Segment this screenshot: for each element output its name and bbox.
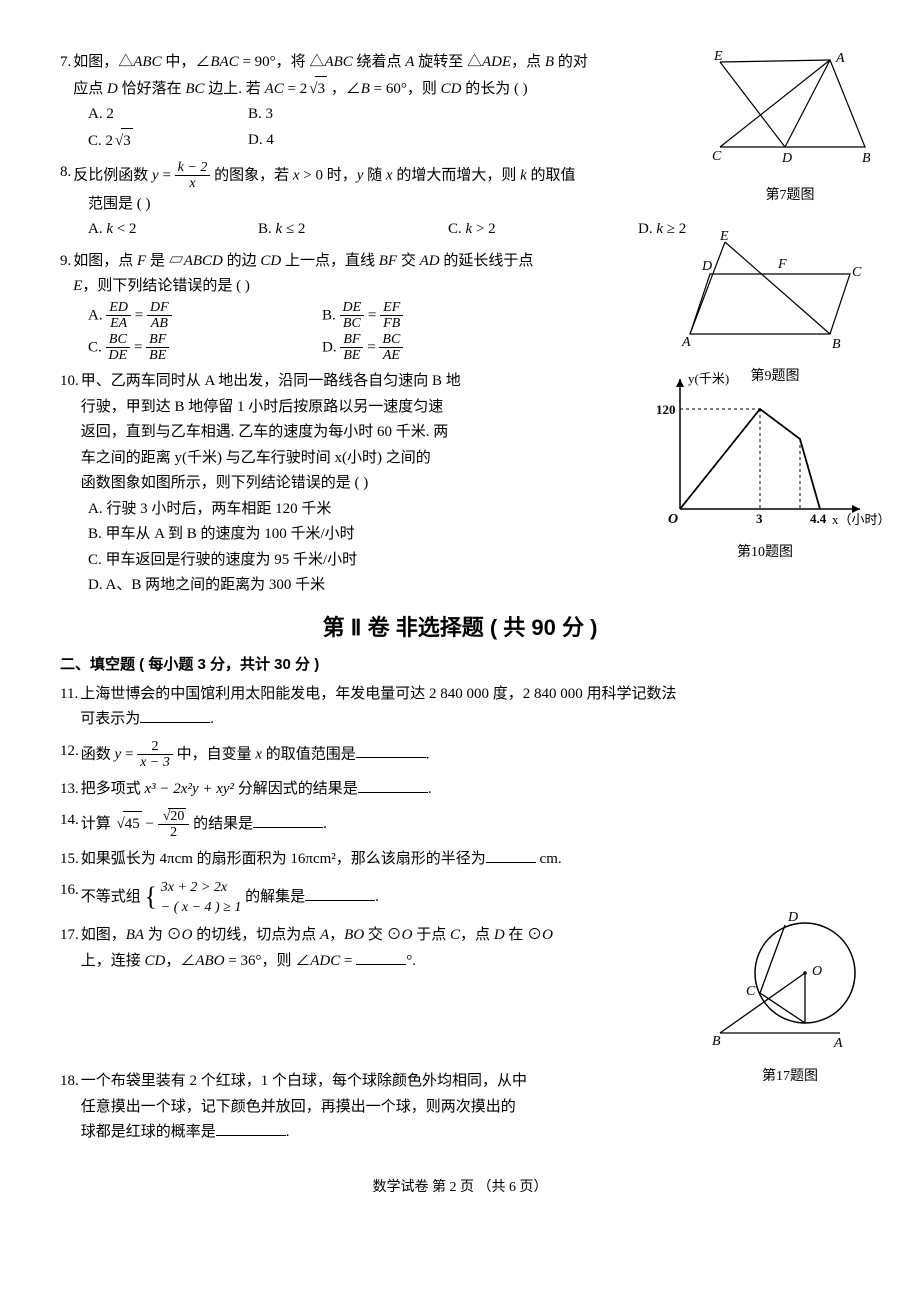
svg-text:C: C [746, 984, 756, 999]
q17-figure: D O C B A 第17题图 [710, 913, 870, 1088]
svg-text:3: 3 [756, 511, 763, 526]
q8-stem: 反比例函数 y = k − 2x 的图象，若 x > 0 时，y 随 x 的增大… [73, 160, 593, 192]
q10-stem: 甲、乙两车同时从 A 地出发，沿同一路线各自匀速向 B 地 行驶，甲到达 B 地… [81, 369, 521, 497]
q17-blank[interactable] [356, 949, 406, 965]
question-17: D O C B A 第17题图 17. 如图，BA 为 ⊙O 的切线，切点为点 … [60, 923, 860, 1063]
q8-opt-c: C. k > 2 [448, 217, 598, 243]
svg-text:y(千米): y(千米) [688, 371, 729, 386]
question-11: 11. 上海世博会的中国馆利用太阳能发电，年发电量可达 2 840 000 度，… [60, 682, 860, 733]
q14-blank[interactable] [253, 812, 323, 828]
q9-stem: 如图，点 F 是 ▱ABCD 的边 CD 上一点，直线 BF 交 AD 的延长线… [73, 249, 563, 300]
q7-opt-c: C. 23 [88, 128, 208, 155]
q10-figure-label: 第10题图 [650, 541, 880, 565]
svg-text:D: D [787, 910, 798, 925]
q8-opt-b: B. k ≤ 2 [258, 217, 408, 243]
q9-opt-c: C. BCDE = BFBE [88, 332, 322, 364]
q12-blank[interactable] [356, 742, 426, 758]
q7-opt-a: A. 2 [88, 102, 208, 128]
svg-text:B: B [832, 337, 841, 352]
q7-opt-b: B. 3 [248, 102, 368, 128]
q16-blank[interactable] [305, 885, 375, 901]
svg-text:F: F [777, 257, 787, 272]
svg-text:O: O [668, 512, 678, 527]
svg-text:A: A [681, 335, 691, 350]
svg-text:B: B [862, 151, 871, 166]
q11-blank[interactable] [140, 707, 210, 723]
question-14: 14. 计算 45 − 202 的结果是. [60, 808, 860, 841]
page-footer: 数学试卷 第 2 页 （共 6 页） [60, 1176, 860, 1200]
q10-figure: y(千米) 120 O 3 4.4 x（小时） 第10题图 [650, 369, 880, 564]
svg-text:A: A [833, 1036, 843, 1051]
question-16: 16. 不等式组 { 3x + 2 > 2x − ( x − 4 ) ≥ 1 的… [60, 878, 860, 917]
q10-opt-d: D. A、B 两地之间的距离为 300 千米 [60, 573, 860, 599]
svg-text:4.4: 4.4 [810, 511, 827, 526]
q9-opt-a: A. EDEA = DFAB [88, 300, 322, 332]
question-12: 12. 函数 y = 2x − 3 中，自变量 x 的取值范围是. [60, 739, 860, 771]
q18-blank[interactable] [216, 1120, 286, 1136]
fill-blank-heading: 二、填空题 ( 每小题 3 分，共计 30 分 ) [60, 652, 860, 678]
q9-options: A. EDEA = DFAB B. DEBC = EFFB C. BCDE = … [60, 300, 608, 364]
svg-text:A: A [835, 51, 845, 66]
q8-options: A. k < 2 B. k ≤ 2 C. k > 2 D. k ≥ 2 [60, 217, 860, 243]
q8-opt-a: A. k < 2 [88, 217, 218, 243]
q8-number: 8. [60, 160, 71, 186]
question-8: 8. 反比例函数 y = k − 2x 的图象，若 x > 0 时，y 随 x … [60, 160, 860, 243]
svg-text:120: 120 [656, 402, 676, 417]
question-18: 18. 一个布袋里装有 2 个红球，1 个白球，每个球除颜色外均相同，从中 任意… [60, 1069, 860, 1146]
q9-number: 9. [60, 249, 71, 275]
svg-text:D: D [701, 259, 712, 274]
svg-text:C: C [852, 265, 862, 280]
svg-text:E: E [719, 229, 729, 244]
q7-number: 7. [60, 50, 71, 76]
q15-blank[interactable] [486, 847, 536, 863]
q9-opt-d: D. BFBE = BCAE [322, 332, 556, 364]
q9-figure: E D F C A B 第9题图 [680, 244, 870, 389]
question-7: E A C D B 第7题图 7. 如图，△ABC 中，∠BAC = 90°，将… [60, 50, 860, 154]
svg-text:B: B [712, 1034, 721, 1049]
q7-opt-d: D. 4 [248, 128, 368, 155]
question-9: E D F C A B 第9题图 9. 如图，点 F 是 ▱ABCD 的边 CD… [60, 249, 860, 364]
q13-blank[interactable] [358, 777, 428, 793]
q10-number: 10. [60, 369, 79, 395]
q8-opt-d: D. k ≥ 2 [638, 217, 748, 243]
svg-text:O: O [812, 964, 822, 979]
section-2-title: 第 Ⅱ 卷 非选择题 ( 共 90 分 ) [60, 609, 860, 646]
svg-text:E: E [713, 49, 723, 64]
q7-stem: 如图，△ABC 中，∠BAC = 90°，将 △ABC 绕着点 A 旋转至 △A… [73, 50, 593, 102]
svg-text:x（小时）: x（小时） [832, 512, 891, 527]
q9-opt-b: B. DEBC = EFFB [322, 300, 556, 332]
question-15: 15. 如果弧长为 4πcm 的扇形面积为 16πcm²，那么该扇形的半径为 c… [60, 847, 860, 873]
question-10: y(千米) 120 O 3 4.4 x（小时） 第10题图 10. 甲、乙两车同… [60, 369, 860, 599]
question-13: 13. 把多项式 x³ − 2x²y + xy² 分解因式的结果是. [60, 777, 860, 803]
